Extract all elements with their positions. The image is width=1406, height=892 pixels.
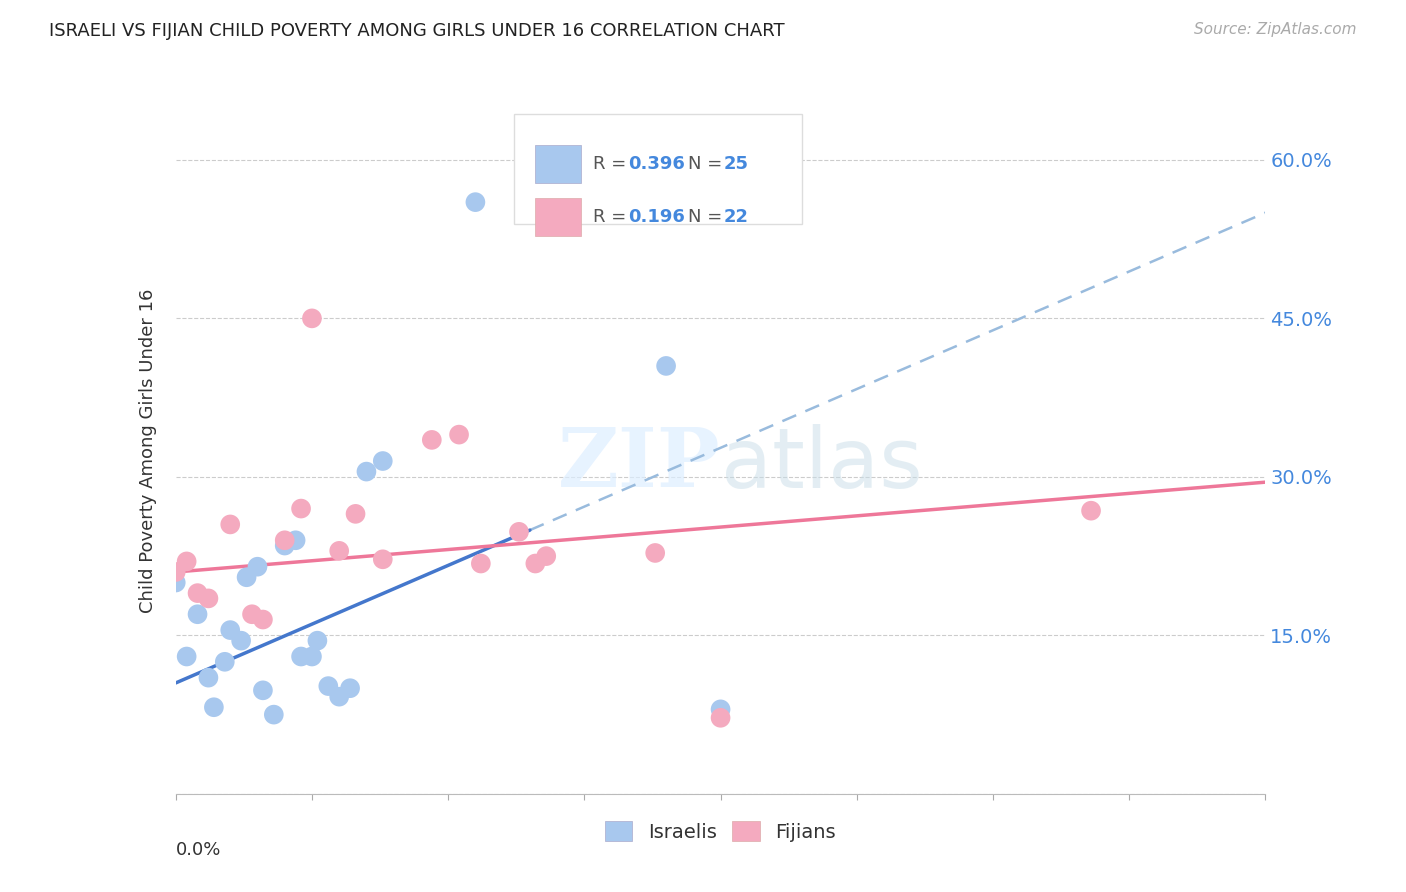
Text: R =: R =: [593, 208, 633, 226]
Text: ISRAELI VS FIJIAN CHILD POVERTY AMONG GIRLS UNDER 16 CORRELATION CHART: ISRAELI VS FIJIAN CHILD POVERTY AMONG GI…: [49, 22, 785, 40]
Text: R =: R =: [593, 155, 633, 173]
Point: [219, 517, 242, 532]
Text: 25: 25: [724, 155, 749, 173]
Point: [165, 565, 187, 579]
Point: [197, 671, 219, 685]
Point: [371, 454, 394, 468]
Point: [274, 533, 297, 548]
FancyBboxPatch shape: [536, 198, 581, 235]
Y-axis label: Child Poverty Among Girls Under 16: Child Poverty Among Girls Under 16: [139, 288, 157, 613]
Point: [534, 549, 557, 563]
FancyBboxPatch shape: [513, 114, 803, 224]
Point: [508, 524, 530, 539]
Point: [176, 649, 198, 664]
Point: [301, 649, 323, 664]
Text: Source: ZipAtlas.com: Source: ZipAtlas.com: [1194, 22, 1357, 37]
Point: [240, 607, 263, 622]
Text: 22: 22: [724, 208, 749, 226]
Point: [371, 552, 394, 566]
Text: N =: N =: [688, 155, 728, 173]
Point: [301, 311, 323, 326]
Point: [344, 507, 367, 521]
Point: [235, 570, 257, 584]
FancyBboxPatch shape: [536, 145, 581, 183]
Point: [318, 679, 340, 693]
Text: atlas: atlas: [721, 424, 922, 505]
Point: [274, 539, 297, 553]
Point: [186, 586, 209, 600]
Text: 0.396: 0.396: [628, 155, 685, 173]
Point: [307, 633, 329, 648]
Point: [464, 195, 486, 210]
Point: [524, 557, 547, 571]
Point: [710, 702, 733, 716]
Point: [710, 711, 733, 725]
Point: [328, 544, 350, 558]
Point: [328, 690, 350, 704]
Text: 0.0%: 0.0%: [176, 840, 221, 859]
Point: [219, 623, 242, 637]
Point: [339, 681, 361, 696]
Point: [252, 683, 274, 698]
Point: [202, 700, 225, 714]
Text: 0.196: 0.196: [628, 208, 685, 226]
Point: [447, 427, 470, 442]
Point: [246, 559, 269, 574]
Text: N =: N =: [688, 208, 728, 226]
Point: [655, 359, 678, 373]
Point: [263, 707, 285, 722]
Point: [284, 533, 307, 548]
Point: [290, 501, 312, 516]
Point: [356, 465, 378, 479]
Text: ZIP: ZIP: [558, 425, 721, 504]
Point: [165, 575, 187, 590]
Point: [1080, 504, 1102, 518]
Point: [252, 613, 274, 627]
Point: [176, 554, 198, 568]
Point: [290, 649, 312, 664]
Point: [186, 607, 209, 622]
Point: [470, 557, 492, 571]
Point: [644, 546, 666, 560]
Point: [420, 433, 443, 447]
Point: [197, 591, 219, 606]
Point: [214, 655, 236, 669]
Legend: Israelis, Fijians: Israelis, Fijians: [598, 814, 844, 849]
Point: [231, 633, 253, 648]
